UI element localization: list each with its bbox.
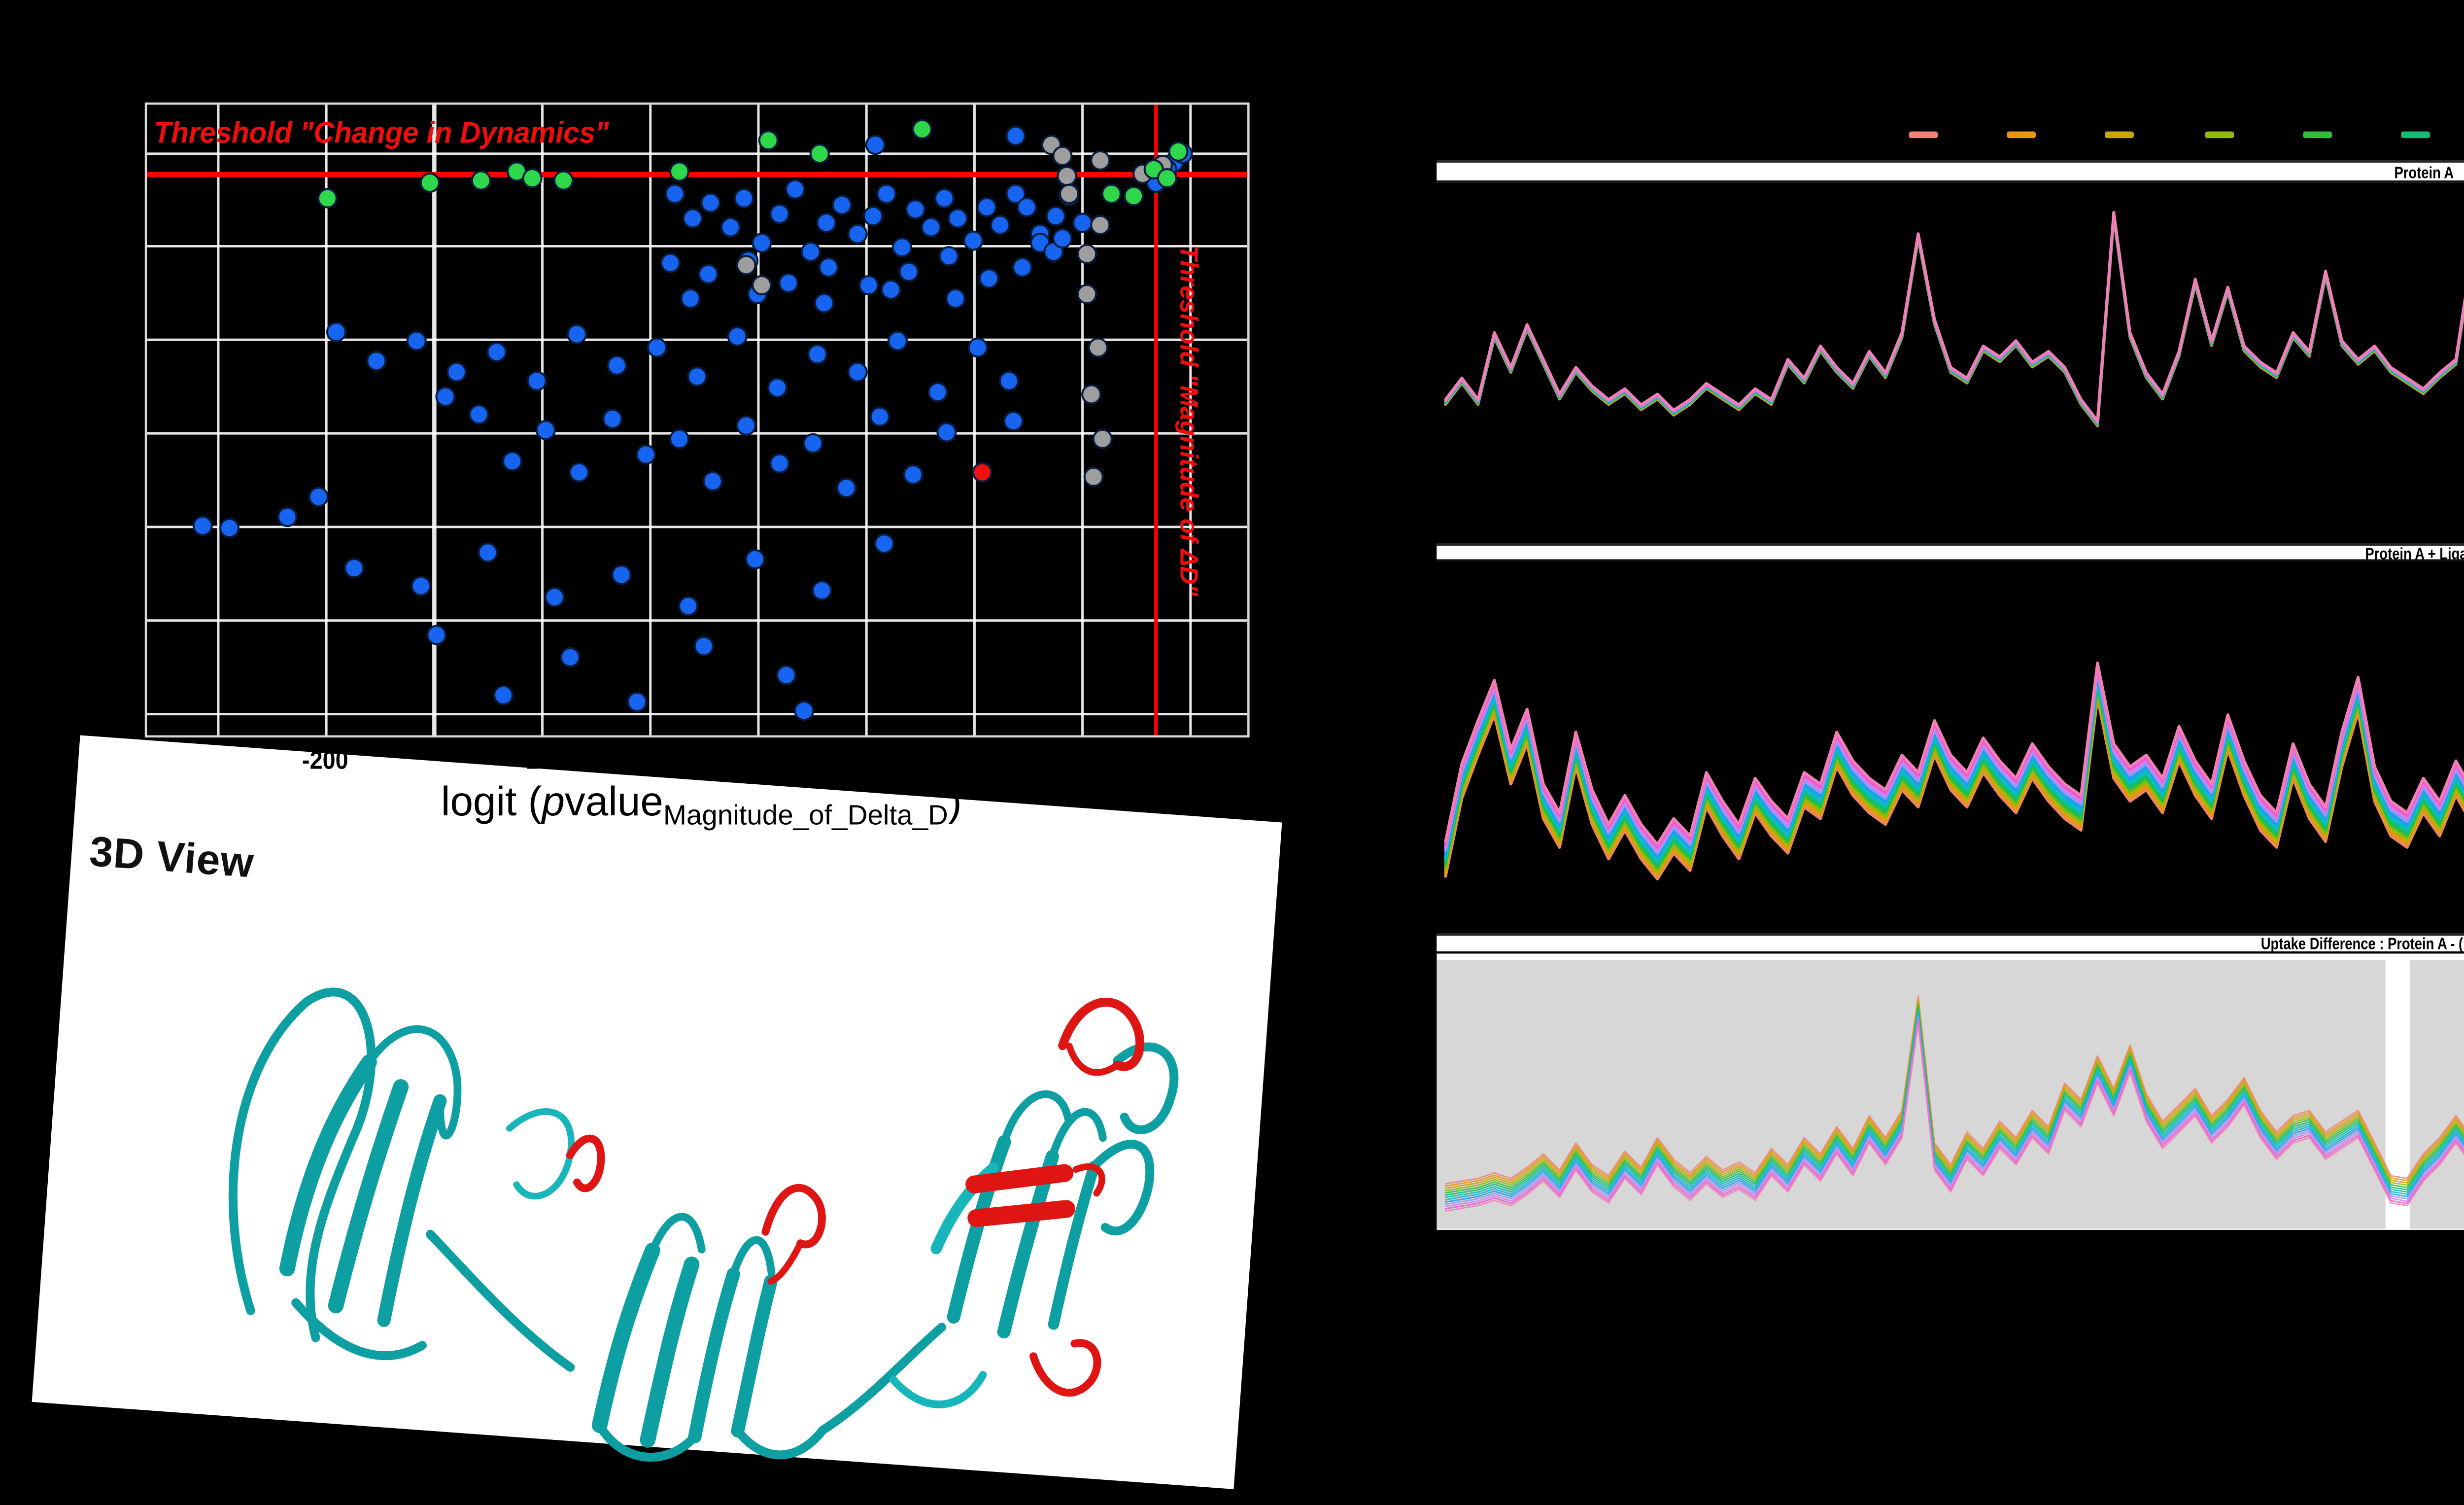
ribbon-teal	[228, 987, 1179, 1462]
protein-ribbon-structure[interactable]	[153, 860, 1238, 1502]
timepoint-line-series	[1444, 995, 2464, 1212]
uptake-difference-chart[interactable]	[1437, 953, 2464, 1232]
ribbon-red	[566, 997, 1145, 1397]
panel-bottom-border	[1437, 1229, 2464, 1232]
panel-title-uptake-difference: Uptake Difference : Protein A - (Protein…	[1437, 933, 2464, 955]
legend-dash-timepoint-4[interactable]	[2204, 131, 2233, 139]
x-tick--100: -100	[517, 748, 563, 775]
scatter-points-blue[interactable]	[192, 126, 1193, 721]
x-tick-0: 0	[750, 748, 763, 775]
panel-title-protein-a-ligand: Protein A + Ligand	[1437, 542, 2464, 562]
legend-dash-timepoint-2[interactable]	[2006, 131, 2036, 139]
uptake-chart-protein-a-ligand[interactable]	[1437, 559, 2464, 924]
uptake-chart-protein-a[interactable]	[1437, 179, 2464, 534]
legend-dash-timepoint-5[interactable]	[2303, 131, 2332, 139]
panel-title-protein-a: Protein A	[1437, 161, 2464, 183]
legend-dash-timepoint-1[interactable]	[1908, 131, 1937, 139]
timepoint-line-series	[1444, 662, 2464, 880]
scatter-points-red[interactable]	[972, 462, 992, 483]
threshold-change-in-dynamics-label: Threshold "Change in Dynamics"	[153, 116, 609, 149]
app-canvas: 3D View	[32, 102, 2464, 1489]
threshold-magnitude-label: Threshold "Magnitude of ΔD"	[1173, 245, 1201, 596]
timepoint-line-series	[1444, 210, 2464, 426]
x-tick-200: 200	[1169, 748, 1208, 775]
legend-dash-timepoint-3[interactable]	[2105, 131, 2135, 139]
volcano-plot[interactable]	[144, 102, 1250, 738]
scatter-points-green[interactable]	[317, 119, 1189, 209]
3d-view-panel[interactable]: 3D View	[32, 735, 1282, 1489]
x-tick--200: -200	[301, 748, 347, 775]
legend-dash-timepoint-6[interactable]	[2401, 131, 2431, 139]
x-tick-100: 100	[953, 748, 992, 775]
volcano-x-axis-label: logit (pvalueMagnitude_of_Delta_D)	[441, 777, 962, 831]
